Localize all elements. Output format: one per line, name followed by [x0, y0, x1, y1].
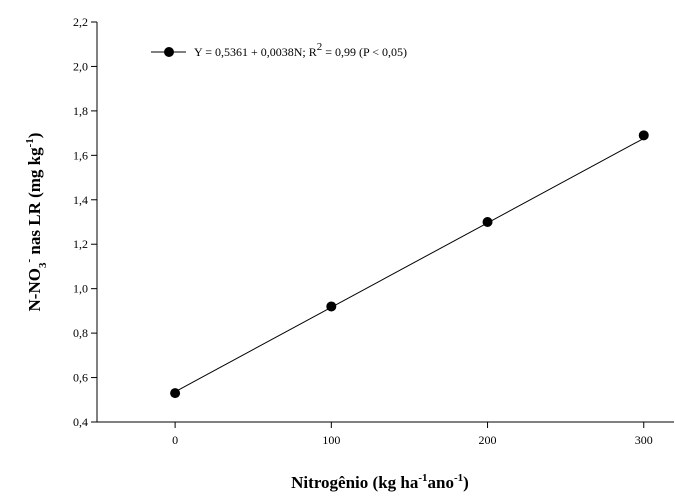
legend: Y = 0,5361 + 0,0038N; R2 = 0,99 (P < 0,0…: [151, 41, 407, 59]
legend-pre: Y = 0,5361 + 0,0038N; R: [194, 45, 317, 59]
xlabel-sup2: -1: [454, 472, 463, 484]
legend-post: = 0,99 (P < 0,05): [322, 45, 407, 59]
x-axis-title: Nitrogênio (kg ha-1ano-1): [291, 472, 469, 492]
ylabel-prefix: N-NO: [25, 268, 44, 311]
y-axis-title: N-NO3- nas LR (mg kg-1): [23, 133, 49, 312]
y-ticks: 0,4 0,6 0,8 1,0 1,2 1,4 1,6 1,8 2,0 2,2: [73, 15, 97, 429]
xlabel-middle: ano: [428, 473, 454, 492]
x-tick-label: 0: [172, 433, 178, 447]
data-point: [170, 388, 181, 399]
y-tick-label: 1,0: [73, 282, 88, 296]
y-tick-label: 1,8: [73, 104, 88, 118]
ylabel-suffix: ): [25, 133, 44, 139]
x-tick-label: 300: [635, 433, 653, 447]
legend-label: Y = 0,5361 + 0,0038N; R2 = 0,99 (P < 0,0…: [194, 41, 407, 59]
legend-marker: [164, 47, 174, 57]
axes: [96, 22, 674, 423]
x-tick-label: 200: [479, 433, 497, 447]
series: [170, 130, 649, 399]
y-tick-label: 1,4: [73, 193, 88, 207]
y-tick-label: 0,4: [73, 415, 88, 429]
y-tick-label: 0,6: [73, 371, 88, 385]
ylabel-sup2: -1: [24, 138, 36, 147]
data-point: [326, 301, 337, 312]
xlabel-suffix: ): [463, 473, 469, 492]
xlabel-sup1: -1: [418, 472, 427, 484]
data-point: [638, 130, 649, 141]
data-point: [482, 217, 493, 227]
x-tick-label: 100: [322, 433, 340, 447]
y-tick-label: 2,0: [73, 59, 88, 73]
y-tick-label: 0,8: [73, 326, 88, 340]
legend-sup: 2: [317, 41, 323, 53]
xlabel-prefix: Nitrogênio (kg ha: [291, 473, 419, 492]
ylabel-sub: 3: [37, 262, 49, 268]
ylabel-middle: nas LR (mg kg: [25, 147, 44, 259]
y-tick-label: 1,6: [73, 148, 88, 162]
y-tick-label: 1,2: [73, 237, 88, 251]
regression-line: [174, 137, 644, 393]
ylabel-sup: -: [23, 259, 35, 263]
x-ticks: 0 100 200 300: [172, 422, 653, 447]
y-tick-label: 2,2: [73, 15, 88, 29]
